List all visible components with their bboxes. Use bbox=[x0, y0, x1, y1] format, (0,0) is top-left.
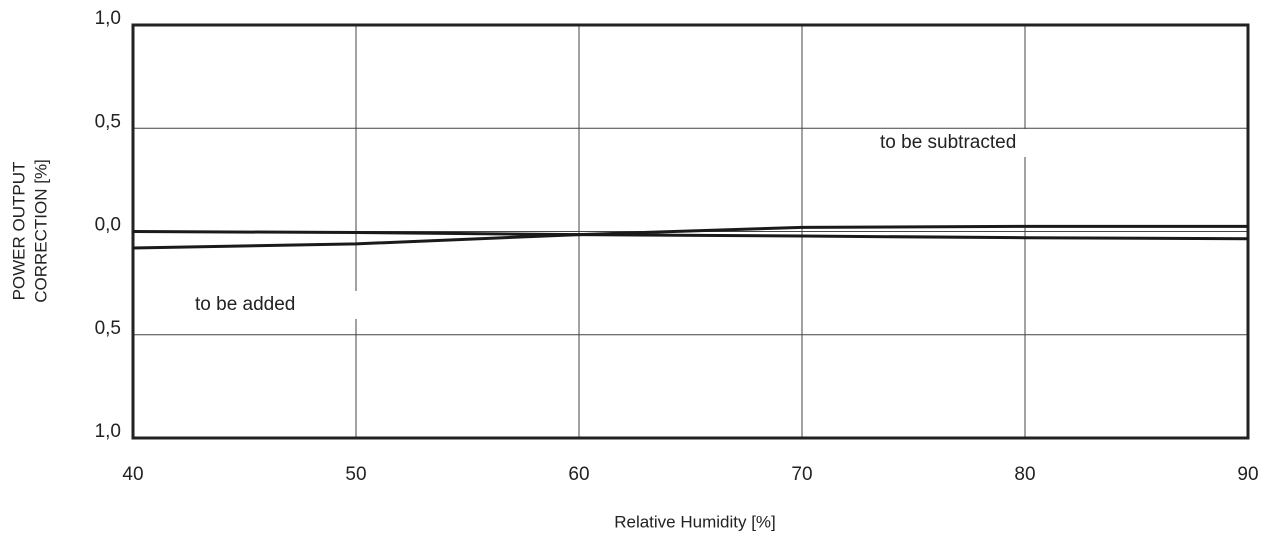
annotation: to be added bbox=[195, 294, 295, 315]
annotation-bg bbox=[874, 129, 1094, 157]
annotation: to be subtracted bbox=[880, 132, 1016, 153]
y-tick-label: 0,5 bbox=[95, 318, 121, 339]
y-tick-label: 1,0 bbox=[95, 421, 121, 442]
x-tick-label: 70 bbox=[791, 464, 812, 485]
y-tick-label: 1,0 bbox=[95, 8, 121, 29]
x-axis-label: Relative Humidity [%] bbox=[614, 512, 776, 531]
y-tick-label: 0,0 bbox=[95, 215, 121, 236]
x-tick-label: 80 bbox=[1014, 464, 1035, 485]
x-tick-label: 60 bbox=[568, 464, 589, 485]
data-line bbox=[132, 230, 1249, 241]
x-tick-label: 40 bbox=[122, 464, 143, 485]
y-axis-label-line: POWER OUTPUT bbox=[9, 162, 28, 301]
annotation-bg bbox=[189, 291, 409, 319]
y-axis-label-line: CORRECTION [%] bbox=[31, 159, 50, 303]
data-line bbox=[132, 224, 1248, 250]
y-axis-label: POWER OUTPUT CORRECTION [%] bbox=[9, 159, 50, 303]
x-tick-label: 50 bbox=[345, 464, 366, 485]
x-tick-label: 90 bbox=[1237, 464, 1258, 485]
y-tick-label: 0,5 bbox=[95, 111, 121, 132]
